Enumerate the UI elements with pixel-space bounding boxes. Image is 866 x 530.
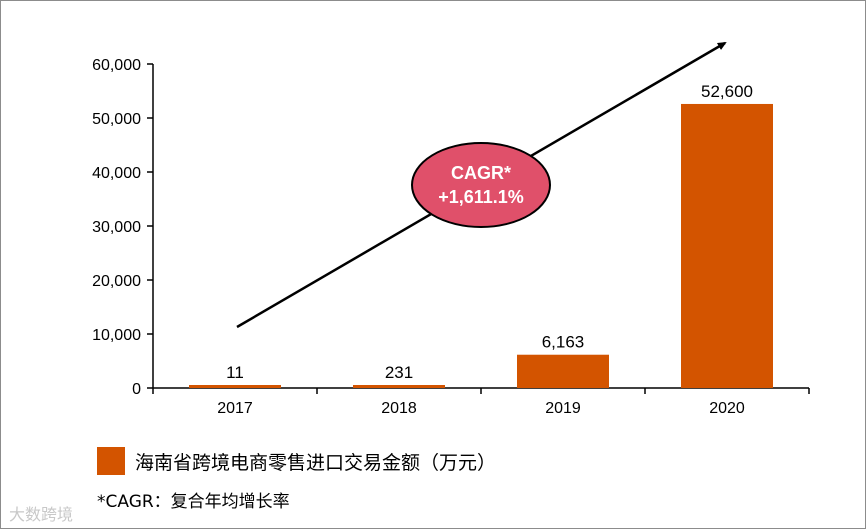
value-labels: 11 231 6,163 52,600: [226, 82, 753, 382]
x-tick-label: 2017: [217, 400, 253, 417]
legend: 海南省跨境电商零售进口交易金额（万元）: [97, 447, 496, 475]
bar: [189, 385, 281, 388]
bar: [517, 354, 609, 388]
y-tick-label: 0: [132, 381, 141, 398]
x-tick-label: 2020: [709, 400, 745, 417]
data-label: 52,600: [701, 82, 753, 101]
watermark: 大数跨境: [9, 505, 74, 524]
data-label: 11: [226, 363, 244, 382]
bar: [681, 103, 773, 389]
x-tick-label: 2019: [545, 400, 581, 417]
data-label: 6,163: [542, 333, 585, 352]
bar: [353, 385, 445, 388]
chart-axes: 0 10,000 20,000 30,000 40,000 50,000 60,000 201…: [92, 57, 810, 417]
legend-swatch: [97, 447, 125, 475]
cagr-ellipse: [411, 142, 551, 228]
x-tick-label: 2018: [381, 400, 417, 417]
data-label: 231: [385, 363, 413, 382]
y-tick-label: 40,000: [92, 165, 141, 182]
footnote: *CAGR：复合年均增长率: [97, 492, 290, 512]
cagr-line2: +1,611.1%: [438, 187, 524, 207]
cagr-badge: CAGR* +1,611.1%: [411, 142, 551, 228]
y-tick-label: 20,000: [92, 273, 141, 290]
y-tick-label: 60,000: [92, 57, 141, 74]
y-tick-label: 10,000: [92, 327, 141, 344]
y-tick-label: 30,000: [92, 219, 141, 236]
legend-label: 海南省跨境电商零售进口交易金额（万元）: [135, 451, 497, 474]
y-tick-label: 50,000: [92, 111, 141, 128]
bars: [189, 103, 773, 389]
cagr-line1: CAGR*: [451, 163, 511, 183]
